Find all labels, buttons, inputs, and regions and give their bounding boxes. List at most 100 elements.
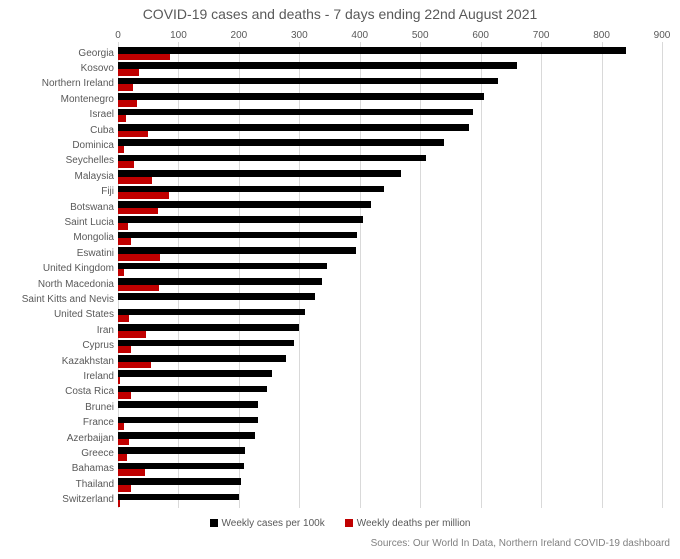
bar-cases — [118, 139, 444, 146]
x-axis-tick-label: 200 — [231, 30, 248, 41]
bar-deaths — [118, 392, 131, 399]
chart-row: United Kingdom — [118, 263, 662, 277]
bar-cases — [118, 47, 626, 54]
bar-cases — [118, 340, 294, 347]
chart-title: COVID-19 cases and deaths - 7 days endin… — [0, 6, 680, 22]
axis-tick — [481, 42, 482, 46]
chart-row: Botswana — [118, 201, 662, 215]
y-axis-label: Ireland — [83, 372, 118, 382]
bar-deaths — [118, 269, 124, 276]
bar-cases — [118, 170, 401, 177]
bar-deaths — [118, 423, 124, 430]
bar-cases — [118, 370, 272, 377]
bar-deaths — [118, 84, 133, 91]
x-axis-tick-label: 0 — [115, 30, 121, 41]
axis-tick — [360, 42, 361, 46]
y-axis-label: France — [83, 418, 118, 428]
chart-row: Bahamas — [118, 463, 662, 477]
chart-row: Mongolia — [118, 232, 662, 246]
y-axis-label: Mongolia — [73, 233, 118, 243]
legend-swatch — [210, 519, 218, 527]
chart-row: Israel — [118, 109, 662, 123]
chart-row: Cuba — [118, 124, 662, 138]
chart-row: Costa Rica — [118, 386, 662, 400]
bar-cases — [118, 478, 241, 485]
plot-area: GeorgiaKosovoNorthern IrelandMontenegroI… — [118, 46, 662, 508]
bar-cases — [118, 216, 363, 223]
bar-deaths — [118, 223, 128, 230]
y-axis-label: Bahamas — [72, 464, 118, 474]
x-axis-tick-label: 700 — [533, 30, 550, 41]
bar-deaths — [118, 115, 126, 122]
legend-swatch — [345, 519, 353, 527]
axis-tick — [662, 42, 663, 46]
bar-deaths — [118, 346, 131, 353]
bar-deaths — [118, 208, 158, 215]
source-text: Sources: Our World In Data, Northern Ire… — [371, 538, 670, 549]
bar-deaths — [118, 100, 137, 107]
x-axis-tick-label: 900 — [654, 30, 671, 41]
chart-row: Ireland — [118, 370, 662, 384]
legend-label: Weekly deaths per million — [357, 518, 471, 529]
bar-deaths — [118, 285, 159, 292]
chart-row: Cyprus — [118, 340, 662, 354]
bar-deaths — [118, 362, 151, 369]
bar-cases — [118, 432, 255, 439]
bar-deaths — [118, 192, 169, 199]
bar-cases — [118, 78, 498, 85]
bar-deaths — [118, 469, 145, 476]
y-axis-label: Greece — [81, 449, 118, 459]
bar-cases — [118, 93, 484, 100]
axis-tick — [118, 42, 119, 46]
covid-chart: COVID-19 cases and deaths - 7 days endin… — [0, 0, 680, 559]
bar-cases — [118, 278, 322, 285]
y-axis-label: Thailand — [76, 480, 118, 490]
bar-cases — [118, 494, 239, 501]
legend: Weekly cases per 100k Weekly deaths per m… — [0, 518, 680, 529]
bar-deaths — [118, 177, 152, 184]
legend-label: Weekly cases per 100k — [222, 518, 325, 529]
bar-cases — [118, 417, 258, 424]
chart-row: Brunei — [118, 401, 662, 415]
bar-deaths — [118, 146, 124, 153]
y-axis-label: Botswana — [70, 203, 118, 213]
bar-cases — [118, 355, 286, 362]
y-axis-label: Dominica — [72, 141, 118, 151]
y-axis-label: Saint Lucia — [65, 218, 118, 228]
bar-cases — [118, 247, 356, 254]
bar-cases — [118, 263, 327, 270]
y-axis-label: Saint Kitts and Nevis — [22, 295, 118, 305]
y-axis-label: Israel — [90, 110, 118, 120]
x-axis-tick-label: 300 — [291, 30, 308, 41]
axis-tick — [178, 42, 179, 46]
chart-row: Eswatini — [118, 247, 662, 261]
y-axis-label: Seychelles — [66, 156, 118, 166]
bar-deaths — [118, 439, 129, 446]
bar-cases — [118, 62, 517, 69]
y-axis-label: Cyprus — [82, 341, 118, 351]
y-axis-label: Georgia — [78, 49, 118, 59]
y-axis-label: Iran — [97, 326, 118, 336]
bar-deaths — [118, 131, 148, 138]
legend-item: Weekly cases per 100k — [210, 518, 325, 529]
bar-cases — [118, 232, 357, 239]
y-axis-label: Switzerland — [62, 495, 118, 505]
bar-deaths — [118, 454, 127, 461]
bar-cases — [118, 386, 267, 393]
y-axis-label: North Macedonia — [38, 280, 118, 290]
chart-row: Malaysia — [118, 170, 662, 184]
chart-row: North Macedonia — [118, 278, 662, 292]
bar-deaths — [118, 54, 170, 61]
bar-cases — [118, 109, 473, 116]
x-axis-tick-label: 800 — [593, 30, 610, 41]
chart-row: France — [118, 417, 662, 431]
chart-row: Seychelles — [118, 155, 662, 169]
chart-row: Georgia — [118, 47, 662, 61]
bar-cases — [118, 309, 305, 316]
y-axis-label: United Kingdom — [43, 264, 118, 274]
x-axis-tick-label: 600 — [472, 30, 489, 41]
bar-cases — [118, 401, 258, 408]
chart-row: Kosovo — [118, 62, 662, 76]
chart-row: Thailand — [118, 478, 662, 492]
bar-deaths — [118, 500, 120, 507]
